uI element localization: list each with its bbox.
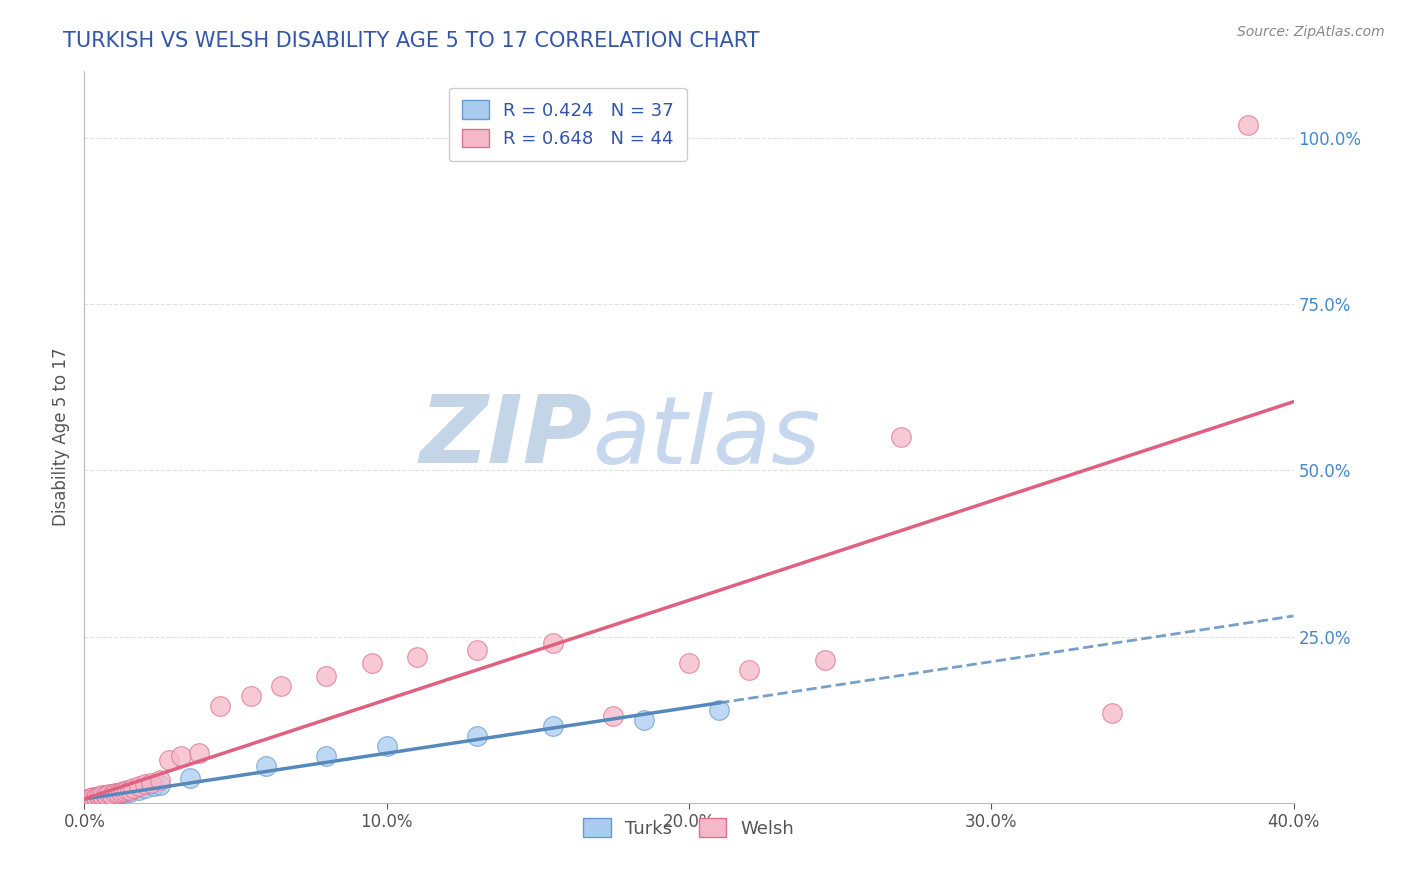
Point bbox=[602, 709, 624, 723]
Point bbox=[188, 746, 211, 760]
Point bbox=[128, 783, 150, 797]
Point bbox=[1101, 706, 1123, 720]
Point bbox=[112, 784, 135, 798]
Legend: Turks, Welsh: Turks, Welsh bbox=[576, 811, 801, 845]
Point bbox=[467, 729, 489, 743]
Point bbox=[89, 789, 111, 804]
Point bbox=[134, 777, 156, 791]
Point bbox=[1237, 118, 1260, 132]
Point bbox=[890, 430, 912, 444]
Point bbox=[79, 791, 101, 805]
Point bbox=[91, 789, 114, 804]
Point bbox=[89, 789, 111, 804]
Point bbox=[91, 791, 114, 805]
Point bbox=[678, 656, 700, 670]
Point bbox=[89, 791, 111, 805]
Point bbox=[97, 788, 120, 802]
Point bbox=[91, 789, 114, 804]
Y-axis label: Disability Age 5 to 17: Disability Age 5 to 17 bbox=[52, 348, 70, 526]
Point bbox=[142, 779, 165, 793]
Point bbox=[118, 785, 141, 799]
Text: ZIP: ZIP bbox=[419, 391, 592, 483]
Point bbox=[100, 787, 122, 801]
Point bbox=[110, 787, 132, 801]
Point bbox=[82, 792, 104, 806]
Point bbox=[86, 792, 108, 806]
Point bbox=[633, 713, 655, 727]
Point bbox=[86, 789, 108, 804]
Point bbox=[94, 788, 117, 802]
Point bbox=[76, 794, 98, 808]
Point bbox=[115, 783, 138, 797]
Point bbox=[467, 643, 489, 657]
Point bbox=[86, 791, 108, 805]
Point bbox=[112, 786, 135, 800]
Point bbox=[406, 649, 429, 664]
Point bbox=[179, 771, 201, 785]
Point bbox=[315, 749, 337, 764]
Point bbox=[82, 790, 104, 805]
Point bbox=[82, 791, 104, 805]
Point bbox=[107, 786, 129, 800]
Point bbox=[139, 776, 162, 790]
Point bbox=[104, 787, 127, 801]
Point bbox=[82, 792, 104, 806]
Point bbox=[94, 789, 117, 804]
Point bbox=[738, 663, 761, 677]
Point bbox=[134, 781, 156, 796]
Point bbox=[149, 772, 172, 787]
Point bbox=[209, 699, 232, 714]
Point bbox=[79, 793, 101, 807]
Point bbox=[157, 753, 180, 767]
Point bbox=[89, 792, 111, 806]
Point bbox=[118, 782, 141, 797]
Point bbox=[170, 749, 193, 764]
Point bbox=[814, 653, 837, 667]
Point bbox=[149, 778, 172, 792]
Point bbox=[79, 792, 101, 806]
Point bbox=[375, 739, 398, 754]
Point bbox=[76, 792, 98, 806]
Text: TURKISH VS WELSH DISABILITY AGE 5 TO 17 CORRELATION CHART: TURKISH VS WELSH DISABILITY AGE 5 TO 17 … bbox=[63, 31, 759, 51]
Text: atlas: atlas bbox=[592, 392, 821, 483]
Point bbox=[100, 788, 122, 802]
Point bbox=[270, 680, 292, 694]
Point bbox=[541, 719, 564, 733]
Point bbox=[89, 790, 111, 805]
Point bbox=[100, 789, 122, 804]
Point bbox=[91, 789, 114, 803]
Point bbox=[541, 636, 564, 650]
Point bbox=[315, 669, 337, 683]
Point bbox=[110, 785, 132, 799]
Point bbox=[239, 690, 262, 704]
Point bbox=[128, 779, 150, 793]
Point bbox=[97, 787, 120, 801]
Point bbox=[254, 759, 277, 773]
Point bbox=[104, 789, 127, 803]
Point bbox=[97, 789, 120, 804]
Point bbox=[121, 781, 143, 796]
Text: Source: ZipAtlas.com: Source: ZipAtlas.com bbox=[1237, 25, 1385, 39]
Point bbox=[709, 703, 731, 717]
Point bbox=[86, 791, 108, 805]
Point bbox=[86, 790, 108, 805]
Point bbox=[360, 656, 382, 670]
Point bbox=[94, 789, 117, 803]
Point bbox=[82, 793, 104, 807]
Point bbox=[107, 787, 129, 801]
Point bbox=[79, 792, 101, 806]
Point bbox=[94, 790, 117, 805]
